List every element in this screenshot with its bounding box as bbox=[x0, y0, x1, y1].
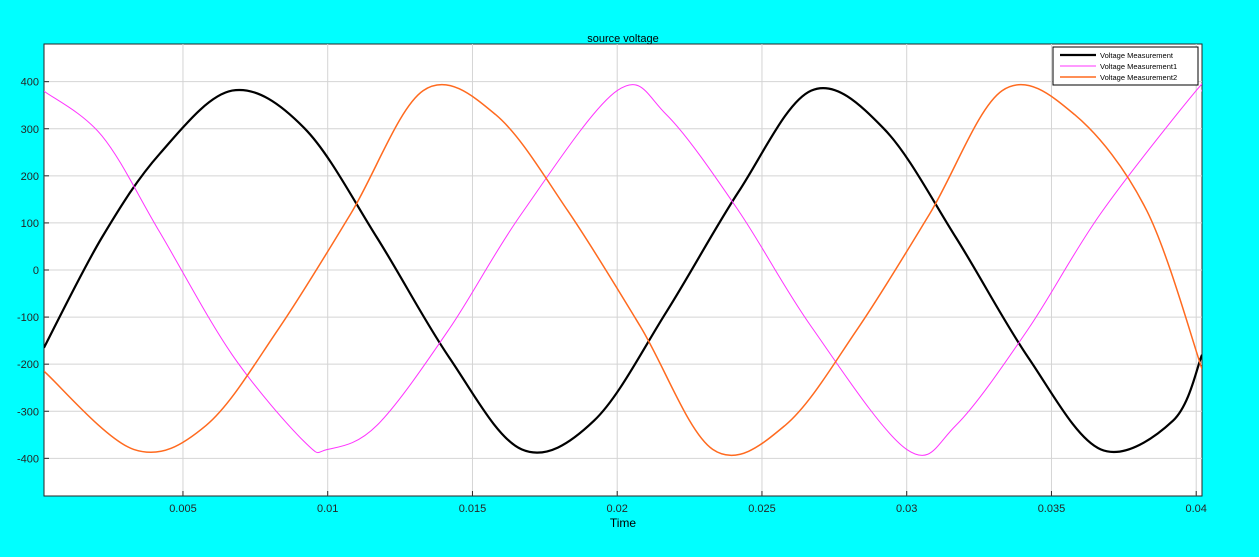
legend[interactable]: Voltage Measurement Voltage Measurement1 V… bbox=[1052, 46, 1199, 86]
x-tick-label: 0.01 bbox=[317, 503, 338, 515]
x-tick-label: 0.025 bbox=[748, 503, 776, 515]
y-tick-label: 200 bbox=[21, 171, 39, 183]
x-tick-label: 0.04 bbox=[1185, 503, 1206, 515]
y-tick-label: -100 bbox=[17, 312, 39, 324]
x-tick-label: 0.035 bbox=[1038, 503, 1066, 515]
y-tick-label: -300 bbox=[17, 406, 39, 418]
y-tick-label: -200 bbox=[17, 359, 39, 371]
x-tick-label: 0.03 bbox=[896, 503, 917, 515]
series-line-1 bbox=[44, 87, 1202, 454]
y-axis: 400 300 200 100 0 -100 -200 -300 -400 bbox=[17, 77, 49, 465]
series-layer bbox=[44, 83, 1202, 457]
y-tick-label: -400 bbox=[17, 453, 39, 465]
legend-entry-label: Voltage Measurement bbox=[1100, 51, 1174, 60]
grid bbox=[44, 44, 1202, 496]
x-tick-label: 0.02 bbox=[606, 503, 627, 515]
x-axis: 0.005 0.01 0.015 0.02 0.025 0.03 0.035 0.04 bbox=[169, 491, 1207, 515]
y-tick-label: 100 bbox=[21, 218, 39, 230]
legend-entry-label: Voltage Measurement1 bbox=[1100, 62, 1177, 71]
x-axis-label: Time bbox=[610, 516, 637, 530]
y-tick-label: 300 bbox=[21, 124, 39, 136]
y-tick-label: 400 bbox=[21, 77, 39, 89]
series-line-3 bbox=[44, 83, 1202, 457]
chart-title: source voltage bbox=[587, 33, 659, 45]
y-tick-label: 0 bbox=[33, 265, 39, 277]
legend-entry-label: Voltage Measurement2 bbox=[1100, 73, 1177, 82]
series-line-2 bbox=[44, 83, 1202, 456]
x-tick-label: 0.005 bbox=[169, 503, 197, 515]
x-tick-label: 0.015 bbox=[459, 503, 487, 515]
